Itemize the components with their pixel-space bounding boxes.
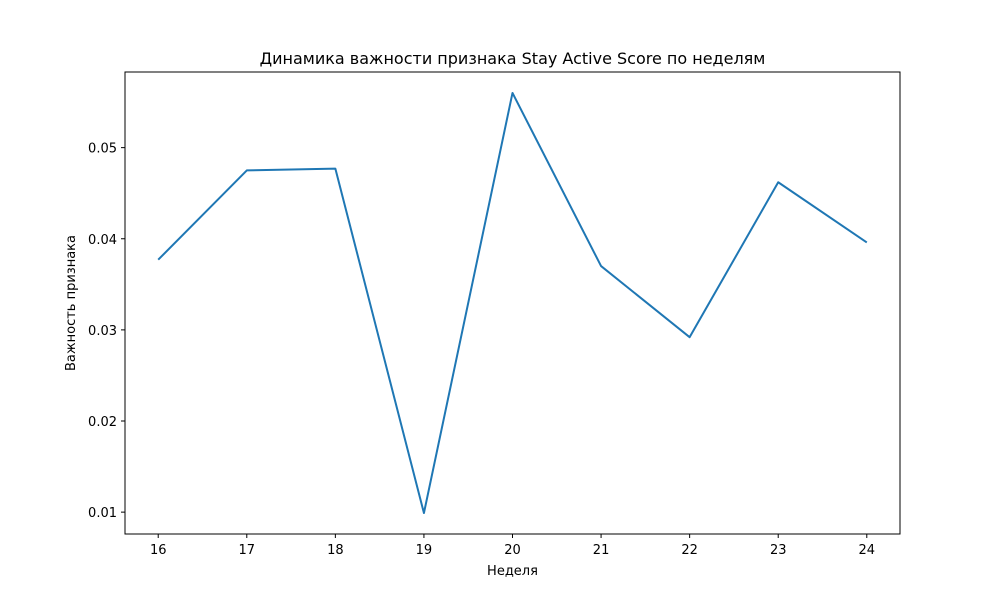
x-tick-label: 24 <box>859 543 876 558</box>
x-tick-label: 17 <box>239 543 256 558</box>
x-tick-label: 20 <box>504 543 521 558</box>
plot-area: 16 17 18 19 20 21 22 23 24 0.01 0.02 0.03 0.04 0.05 <box>88 71 901 558</box>
x-tick-label: 19 <box>416 543 433 558</box>
plot-frame <box>124 71 901 535</box>
y-axis-label: Важность признака <box>64 235 79 371</box>
x-tick-label: 16 <box>150 543 167 558</box>
x-axis-label: Неделя <box>487 564 538 579</box>
series-line-0 <box>157 91 868 515</box>
y-tick-label: 0.05 <box>88 142 117 157</box>
x-tick-label: 21 <box>593 543 610 558</box>
y-tick-label: 0.02 <box>88 415 117 430</box>
y-tick-label: 0.04 <box>88 233 117 248</box>
chart-title: Динамика важности признака Stay Active S… <box>260 49 766 68</box>
x-tick-label: 22 <box>681 543 698 558</box>
x-tick-label: 23 <box>770 543 787 558</box>
y-tick-label: 0.03 <box>88 324 117 339</box>
x-tick-label: 18 <box>327 543 344 558</box>
y-tick-label: 0.01 <box>88 506 117 521</box>
